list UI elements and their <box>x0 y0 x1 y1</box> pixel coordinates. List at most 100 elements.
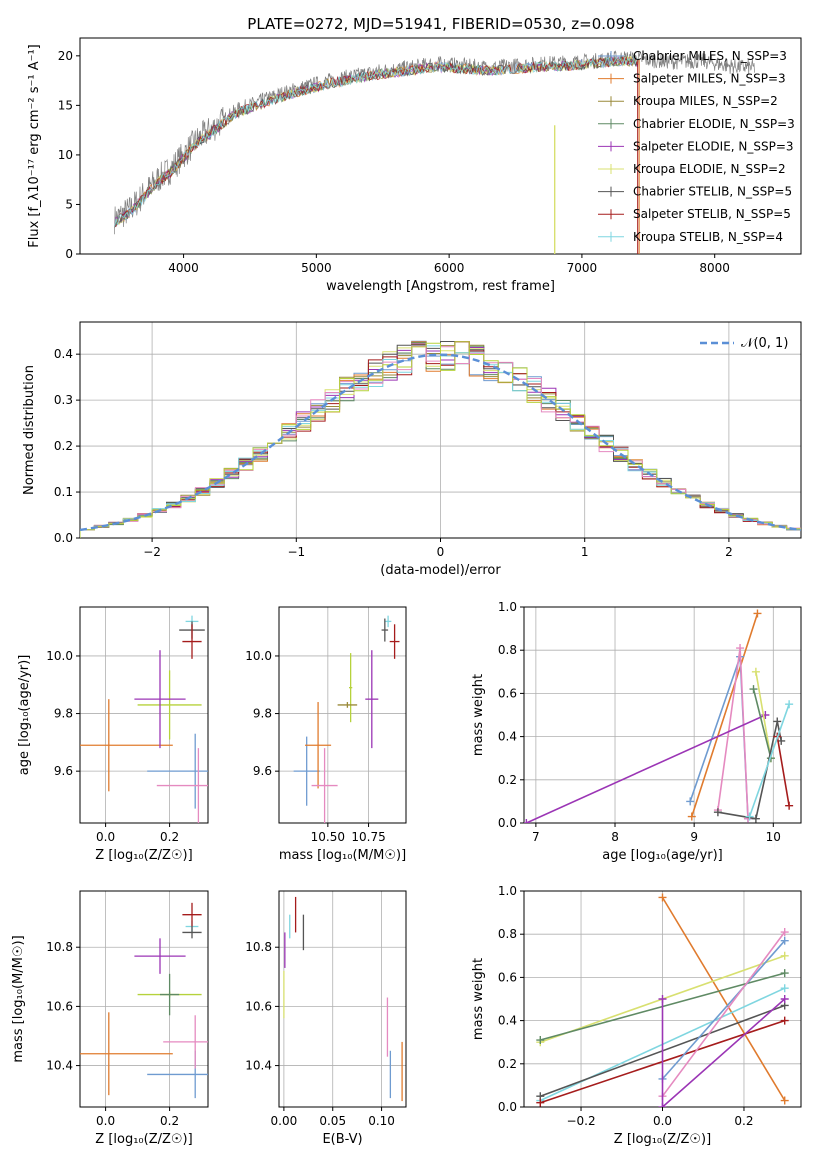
weight-point <box>753 609 762 618</box>
age_vs_mass-frame <box>278 606 407 824</box>
weight_vs_age-ylabel: mass weight <box>471 674 486 756</box>
legend-entry: Salpeter STELIB, N_SSP=5 <box>633 207 791 221</box>
spectrum-ylabel: Flux [f_λ10⁻¹⁷ erg cm⁻² s⁻¹ A⁻¹] <box>27 44 42 248</box>
legend-entry: Kroupa STELIB, N_SSP=4 <box>633 230 783 244</box>
weight_vs_age-xlabel: age [log₁₀(age/yr)] <box>602 848 723 863</box>
mass_vs_ebv-xtick-label: 0.10 <box>368 1114 395 1128</box>
residuals-ylabel: Normed distribution <box>22 365 37 495</box>
weight-point <box>785 801 794 810</box>
model-line-chabrier-stelib <box>114 56 638 228</box>
weight-point <box>780 984 789 993</box>
weight-point <box>751 667 760 676</box>
model-line-kroupa-elodie <box>114 55 638 228</box>
weight_vs_Z-ylabel: mass weight <box>471 958 486 1040</box>
weight-series-line <box>717 647 749 819</box>
residuals-xlabel: (data-model)/error <box>380 563 501 578</box>
legend-entry: Kroupa MILES, N_SSP=2 <box>633 94 778 108</box>
legend-entry: Kroupa ELODIE, N_SSP=2 <box>633 162 786 176</box>
age_vs_mass-axes: 10.50 10.75 9.6 9.8 10.0 mass [log₁₀(M/M☉)] <box>245 606 407 863</box>
weight-point <box>686 797 695 806</box>
mass_vs_Z-xtick-label: 0.0 <box>96 1114 115 1128</box>
model-line-kroupa-stelib <box>114 55 638 228</box>
mass_vs_ebv-ytick-label: 10.6 <box>245 999 272 1013</box>
weight-point <box>773 717 782 726</box>
age_vs_mass-ytick-label: 9.8 <box>253 707 272 721</box>
weight-series-line <box>691 613 759 817</box>
residuals-ytick-label: 0.0 <box>54 531 73 545</box>
spectrum-ytick-label: 15 <box>58 98 73 112</box>
weight-point <box>780 1096 789 1105</box>
weight-point <box>736 644 745 653</box>
weight-point <box>524 819 531 823</box>
weight_vs_age-plot-area <box>524 609 794 823</box>
residuals-legend: 𝒩(0, 1) <box>700 336 788 351</box>
weight_vs_Z-ytick-label: 0.2 <box>498 1057 517 1071</box>
weight_vs_age-ytick-label: 0.6 <box>498 686 517 700</box>
model-line-kroupa-miles <box>114 56 638 228</box>
age_vs_Z-ylabel: age [log₁₀(age/yr)] <box>17 655 32 776</box>
weight_vs_Z-ytick-label: 0.8 <box>498 927 517 941</box>
weight_vs_age-xtick-label: 7 <box>532 830 540 844</box>
residuals-ytick-label: 0.2 <box>54 439 73 453</box>
weight-point <box>687 812 696 821</box>
weight_vs_Z-ytick-label: 0.4 <box>498 1014 517 1028</box>
residuals-xtick-label: 2 <box>725 545 733 559</box>
mass_vs_ebv-xtick-label: 0.05 <box>319 1114 346 1128</box>
age_vs_Z-ytick-label: 9.8 <box>54 707 73 721</box>
legend-entry: Chabrier STELIB, N_SSP=5 <box>633 185 792 199</box>
mass_vs_ebv-plot-area <box>283 896 403 1102</box>
normal-curve-line <box>80 353 801 532</box>
weight_vs_age-xtick-label: 8 <box>611 830 619 844</box>
weight-point <box>536 1098 545 1107</box>
weight_vs_Z-xtick-label: 0.0 <box>653 1114 672 1128</box>
weight_vs_age-ytick-label: 0.4 <box>498 730 517 744</box>
residuals-xtick-label: 0 <box>437 545 445 559</box>
mass_vs_Z-ytick-label: 10.6 <box>46 999 73 1013</box>
spectrum-xtick-label: 7000 <box>567 261 598 275</box>
weight_vs_age-ytick-label: 0.8 <box>498 643 517 657</box>
weight-series-line <box>526 714 766 823</box>
weight-series-line <box>752 688 772 759</box>
legend-entry: Salpeter ELODIE, N_SSP=3 <box>633 139 794 153</box>
spectrum-ytick-label: 20 <box>58 49 73 63</box>
weight_vs_Z-plot-area <box>536 893 789 1107</box>
spectrum-ytick-label: 10 <box>58 148 73 162</box>
weight-point <box>749 685 758 694</box>
residuals-xtick-label: −2 <box>143 545 161 559</box>
residuals-axes: −2 −1 0 1 2 0.0 0.1 0.2 0.3 0.4 (data-model)/error… <box>22 321 802 578</box>
weight_vs_age-ytick-label: 1.0 <box>498 600 517 614</box>
residuals-plot-area <box>80 340 801 538</box>
legend-entry: Chabrier MILES, N_SSP=3 <box>633 49 787 63</box>
weight_vs_Z-ytick-label: 0.6 <box>498 970 517 984</box>
weight-point <box>536 1036 545 1045</box>
weight_vs_age-xtick-label: 9 <box>690 830 698 844</box>
mass_vs_ebv-ytick-label: 10.4 <box>245 1059 272 1073</box>
weight-series-line <box>661 940 786 1080</box>
residuals-ytick-label: 0.4 <box>54 347 73 361</box>
age_vs_Z-frame <box>79 606 209 824</box>
spectrum-legend: Chabrier MILES, N_SSP=3 Salpeter MILES, N… <box>598 49 795 244</box>
model-line-salpeter-miles <box>114 55 638 228</box>
age_vs_mass-xlabel: mass [log₁₀(M/M☉)] <box>279 848 406 863</box>
spectrum-axes: 4000 5000 6000 7000 8000 0 5 10 15 20 wavelength [… <box>27 37 802 294</box>
age_vs_mass-ytick-label: 9.6 <box>253 764 272 778</box>
spectrum-plot-area <box>114 50 755 254</box>
mass_vs_Z-ytick-label: 10.4 <box>46 1059 73 1073</box>
weight-point <box>658 995 667 1003</box>
mass_vs_Z-ylabel: mass [log₁₀(M/M☉)] <box>11 935 26 1062</box>
weight-point <box>785 700 794 709</box>
spectrum-xtick-label: 8000 <box>699 261 730 275</box>
age_vs_Z-ytick-label: 10.0 <box>46 649 73 663</box>
mass_vs_ebv-ytick-label: 10.8 <box>245 940 272 954</box>
age_vs_Z-axes: 0.0 0.2 9.6 9.8 10.0 Z [log₁₀(Z/Z☉)] age [log₁… <box>17 606 209 863</box>
mass_vs_Z-axes: 0.0 0.2 10.4 10.6 10.8 Z [log₁₀(Z/Z☉)] mass [l… <box>11 890 209 1147</box>
mass_vs_Z-xtick-label: 0.2 <box>160 1114 179 1128</box>
spectrum-xlabel: wavelength [Angstrom, rest frame] <box>326 279 555 294</box>
weight-point <box>780 936 789 945</box>
age_vs_mass-ytick-label: 10.0 <box>245 649 272 663</box>
weight_vs_age-frame <box>523 606 802 824</box>
age_vs_Z-xtick-label: 0.2 <box>160 830 179 844</box>
weight_vs_Z-xtick-label: 0.2 <box>734 1114 753 1128</box>
residuals-ytick-label: 0.3 <box>54 393 73 407</box>
